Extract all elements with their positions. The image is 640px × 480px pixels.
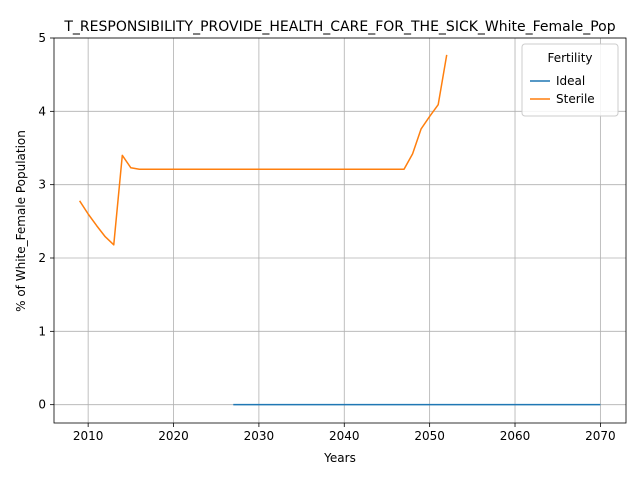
y-tick-label: 0 bbox=[38, 398, 46, 412]
x-tick-label: 2020 bbox=[158, 429, 189, 443]
chart-title: T_RESPONSIBILITY_PROVIDE_HEALTH_CARE_FOR… bbox=[63, 19, 615, 35]
x-tick-label: 2010 bbox=[73, 429, 104, 443]
legend-label-sterile: Sterile bbox=[556, 92, 595, 106]
x-tick-label: 2060 bbox=[500, 429, 531, 443]
x-tick-label: 2070 bbox=[585, 429, 616, 443]
y-axis-label: % of White_Female Population bbox=[14, 130, 28, 312]
legend: Fertility Ideal Sterile bbox=[521, 43, 619, 117]
x-tick-label: 2050 bbox=[414, 429, 445, 443]
series-line-sterile bbox=[78, 54, 448, 246]
series-lines bbox=[78, 54, 601, 406]
y-tick-label: 4 bbox=[38, 104, 46, 118]
y-tick-label: 5 bbox=[38, 31, 46, 45]
y-tick-label: 3 bbox=[38, 178, 46, 192]
y-tick-label: 2 bbox=[38, 251, 46, 265]
x-tick-label: 2040 bbox=[329, 429, 360, 443]
plot-area-frame bbox=[53, 37, 627, 424]
axis-ticks: 2010 2020 2030 2040 2050 2060 2070 0 1 2 3 4 5 bbox=[38, 31, 615, 443]
x-axis-label: Years bbox=[323, 451, 356, 465]
y-tick-label: 1 bbox=[38, 324, 46, 338]
legend-box bbox=[521, 43, 619, 117]
legend-title: Fertility bbox=[547, 51, 592, 65]
legend-label-ideal: Ideal bbox=[556, 74, 585, 88]
x-tick-label: 2030 bbox=[244, 429, 275, 443]
